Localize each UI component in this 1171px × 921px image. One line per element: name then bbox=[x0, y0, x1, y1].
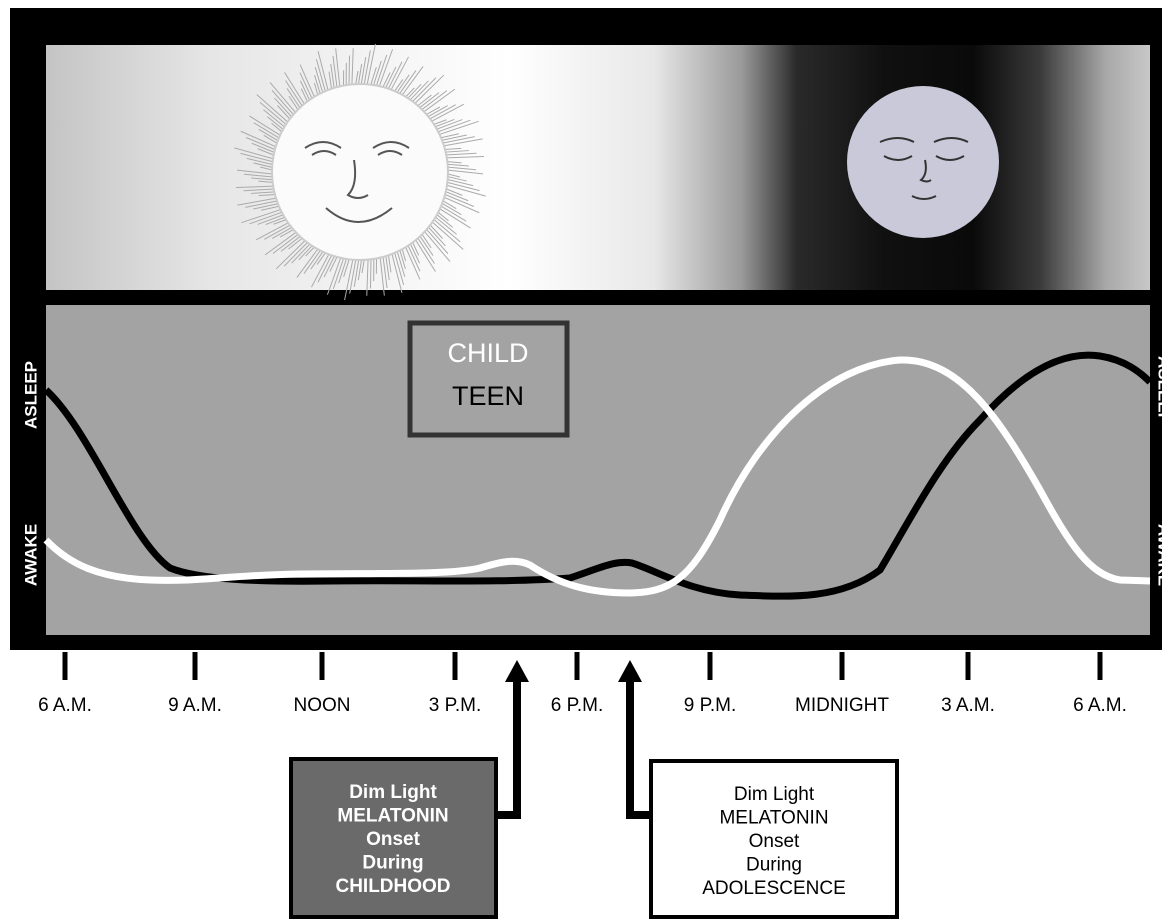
axis-label: ASLEEP bbox=[21, 361, 40, 429]
time-label: 3 P.M. bbox=[429, 695, 481, 716]
callout-line: ADOLESCENCE bbox=[702, 878, 846, 899]
callout-box bbox=[289, 757, 498, 919]
plot-panel bbox=[46, 305, 1150, 635]
time-label: MIDNIGHT bbox=[795, 695, 889, 716]
axis-label: ASLEEP bbox=[1155, 356, 1171, 424]
callout-line: Dim Light bbox=[734, 784, 815, 805]
callout-line: CHILDHOOD bbox=[335, 876, 450, 897]
moon bbox=[847, 86, 999, 238]
callout-line: During bbox=[746, 855, 802, 876]
axis-label: AWAKE bbox=[21, 524, 40, 586]
callout-line: Dim Light bbox=[349, 782, 437, 803]
legend-child: CHILD bbox=[447, 338, 528, 368]
callout-line: MELATONIN bbox=[337, 806, 448, 827]
callout-line: Onset bbox=[749, 831, 800, 852]
time-label: 9 P.M. bbox=[684, 695, 736, 716]
time-label: 6 P.M. bbox=[551, 695, 603, 716]
sun-face bbox=[271, 83, 449, 261]
callout-line: Onset bbox=[366, 829, 421, 850]
legend-box bbox=[407, 320, 570, 438]
callout-box bbox=[649, 759, 899, 919]
callout-line: MELATONIN bbox=[719, 808, 828, 829]
legend-teen: TEEN bbox=[452, 381, 524, 411]
callout-line: During bbox=[362, 853, 423, 874]
time-axis: 6 A.M. 9 A.M. NOON 3 P.M. 6 P.M. 9 P.M. MIDNIG… bbox=[38, 652, 1127, 716]
time-label: 9 A.M. bbox=[168, 695, 222, 716]
legend: CHILD TEEN bbox=[407, 320, 570, 438]
arrows bbox=[497, 660, 650, 819]
time-label: 6 A.M. bbox=[38, 695, 92, 716]
child-curve bbox=[43, 356, 1151, 597]
callouts: Dim LightMELATONINOnsetDuringCHILDHOODDi… bbox=[335, 782, 845, 899]
axis-label: AWAKE bbox=[1155, 524, 1171, 586]
time-label: NOON bbox=[294, 695, 351, 716]
time-label: 3 A.M. bbox=[941, 695, 995, 716]
teen-curve bbox=[43, 351, 1153, 600]
time-label: 6 A.M. bbox=[1073, 695, 1127, 716]
